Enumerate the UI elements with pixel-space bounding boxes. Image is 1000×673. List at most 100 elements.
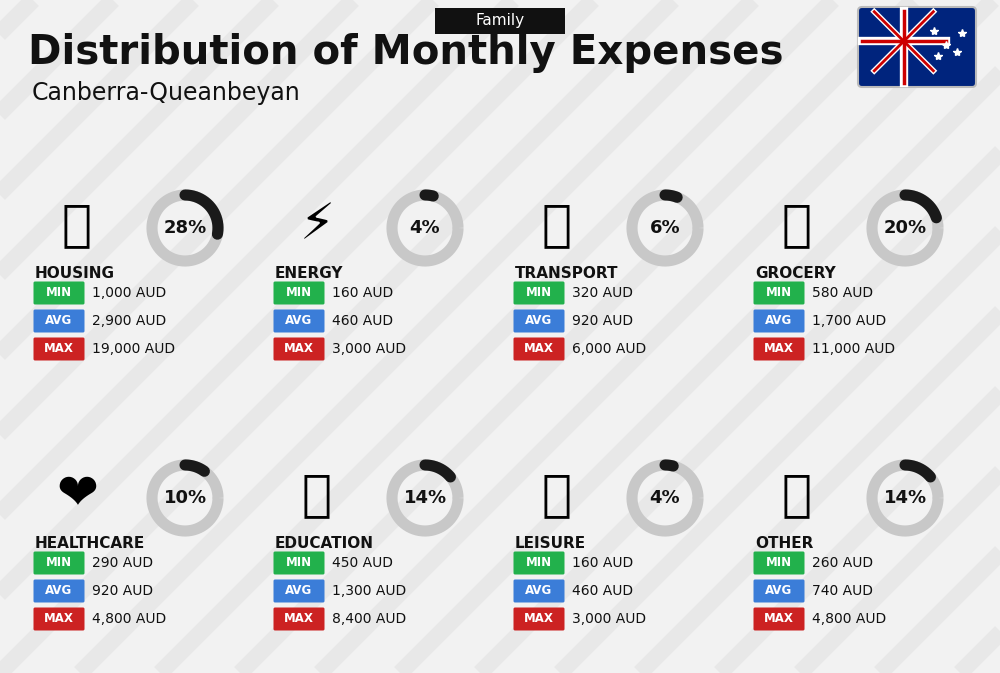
Text: Canberra-Queanbeyan: Canberra-Queanbeyan: [32, 81, 301, 105]
Text: AVG: AVG: [525, 584, 553, 598]
Text: MAX: MAX: [524, 343, 554, 355]
FancyBboxPatch shape: [514, 579, 564, 602]
Text: 450 AUD: 450 AUD: [332, 556, 393, 570]
FancyBboxPatch shape: [34, 310, 84, 332]
FancyBboxPatch shape: [274, 551, 324, 575]
Text: 920 AUD: 920 AUD: [572, 314, 633, 328]
Text: MAX: MAX: [44, 343, 74, 355]
Text: 🛍: 🛍: [542, 471, 572, 519]
Text: 4,800 AUD: 4,800 AUD: [92, 612, 166, 626]
Text: AVG: AVG: [765, 314, 793, 328]
Text: MIN: MIN: [46, 287, 72, 299]
Text: 4%: 4%: [650, 489, 680, 507]
Text: 1,700 AUD: 1,700 AUD: [812, 314, 886, 328]
Text: AVG: AVG: [285, 314, 313, 328]
Text: 28%: 28%: [163, 219, 207, 237]
Text: 14%: 14%: [883, 489, 927, 507]
Text: 3,000 AUD: 3,000 AUD: [572, 612, 646, 626]
Text: 1,000 AUD: 1,000 AUD: [92, 286, 166, 300]
Text: 6%: 6%: [650, 219, 680, 237]
Text: MAX: MAX: [764, 612, 794, 625]
Text: LEISURE: LEISURE: [515, 536, 586, 551]
FancyBboxPatch shape: [34, 281, 84, 304]
Text: MIN: MIN: [766, 287, 792, 299]
FancyBboxPatch shape: [514, 281, 564, 304]
FancyBboxPatch shape: [514, 608, 564, 631]
Text: MIN: MIN: [286, 557, 312, 569]
FancyBboxPatch shape: [34, 579, 84, 602]
Text: 11,000 AUD: 11,000 AUD: [812, 342, 895, 356]
Text: 320 AUD: 320 AUD: [572, 286, 633, 300]
Text: 260 AUD: 260 AUD: [812, 556, 873, 570]
FancyBboxPatch shape: [514, 551, 564, 575]
Text: ENERGY: ENERGY: [275, 266, 344, 281]
Text: HOUSING: HOUSING: [35, 266, 115, 281]
Text: MIN: MIN: [526, 557, 552, 569]
Text: Family: Family: [475, 13, 525, 28]
Text: 1,300 AUD: 1,300 AUD: [332, 584, 406, 598]
Text: ⚡: ⚡: [299, 201, 335, 249]
Text: 🛒: 🛒: [782, 201, 812, 249]
Text: 3,000 AUD: 3,000 AUD: [332, 342, 406, 356]
Text: 20%: 20%: [883, 219, 927, 237]
Text: 19,000 AUD: 19,000 AUD: [92, 342, 175, 356]
Text: 8,400 AUD: 8,400 AUD: [332, 612, 406, 626]
Text: MAX: MAX: [284, 612, 314, 625]
FancyBboxPatch shape: [754, 579, 804, 602]
Text: EDUCATION: EDUCATION: [275, 536, 374, 551]
Text: 460 AUD: 460 AUD: [332, 314, 393, 328]
Text: 14%: 14%: [403, 489, 447, 507]
Text: TRANSPORT: TRANSPORT: [515, 266, 618, 281]
Text: MAX: MAX: [284, 343, 314, 355]
FancyBboxPatch shape: [34, 551, 84, 575]
FancyBboxPatch shape: [274, 579, 324, 602]
Text: 4,800 AUD: 4,800 AUD: [812, 612, 886, 626]
Text: 🚌: 🚌: [542, 201, 572, 249]
Text: AVG: AVG: [525, 314, 553, 328]
FancyBboxPatch shape: [274, 608, 324, 631]
Text: MAX: MAX: [44, 612, 74, 625]
Text: 💰: 💰: [782, 471, 812, 519]
Text: 460 AUD: 460 AUD: [572, 584, 633, 598]
FancyBboxPatch shape: [858, 7, 976, 87]
Text: ❤: ❤: [56, 471, 98, 519]
FancyBboxPatch shape: [274, 281, 324, 304]
Text: 740 AUD: 740 AUD: [812, 584, 873, 598]
Text: MAX: MAX: [524, 612, 554, 625]
Text: 🎓: 🎓: [302, 471, 332, 519]
FancyBboxPatch shape: [754, 281, 804, 304]
FancyBboxPatch shape: [274, 310, 324, 332]
FancyBboxPatch shape: [435, 8, 565, 34]
FancyBboxPatch shape: [34, 337, 84, 361]
Text: AVG: AVG: [45, 314, 73, 328]
Text: 160 AUD: 160 AUD: [572, 556, 633, 570]
Text: MIN: MIN: [766, 557, 792, 569]
Text: 4%: 4%: [410, 219, 440, 237]
Text: OTHER: OTHER: [755, 536, 813, 551]
Text: 2,900 AUD: 2,900 AUD: [92, 314, 166, 328]
Text: HEALTHCARE: HEALTHCARE: [35, 536, 145, 551]
Text: AVG: AVG: [285, 584, 313, 598]
Text: MIN: MIN: [526, 287, 552, 299]
Text: 6,000 AUD: 6,000 AUD: [572, 342, 646, 356]
Text: GROCERY: GROCERY: [755, 266, 836, 281]
FancyBboxPatch shape: [754, 310, 804, 332]
FancyBboxPatch shape: [754, 551, 804, 575]
FancyBboxPatch shape: [754, 337, 804, 361]
Text: 290 AUD: 290 AUD: [92, 556, 153, 570]
FancyBboxPatch shape: [274, 337, 324, 361]
FancyBboxPatch shape: [514, 310, 564, 332]
FancyBboxPatch shape: [514, 337, 564, 361]
Text: AVG: AVG: [765, 584, 793, 598]
Text: 🏙: 🏙: [62, 201, 92, 249]
Text: 580 AUD: 580 AUD: [812, 286, 873, 300]
Text: 10%: 10%: [163, 489, 207, 507]
FancyBboxPatch shape: [34, 608, 84, 631]
Text: AVG: AVG: [45, 584, 73, 598]
Text: 920 AUD: 920 AUD: [92, 584, 153, 598]
Text: MIN: MIN: [286, 287, 312, 299]
Text: Distribution of Monthly Expenses: Distribution of Monthly Expenses: [28, 33, 784, 73]
FancyBboxPatch shape: [754, 608, 804, 631]
Text: 160 AUD: 160 AUD: [332, 286, 393, 300]
Text: MIN: MIN: [46, 557, 72, 569]
